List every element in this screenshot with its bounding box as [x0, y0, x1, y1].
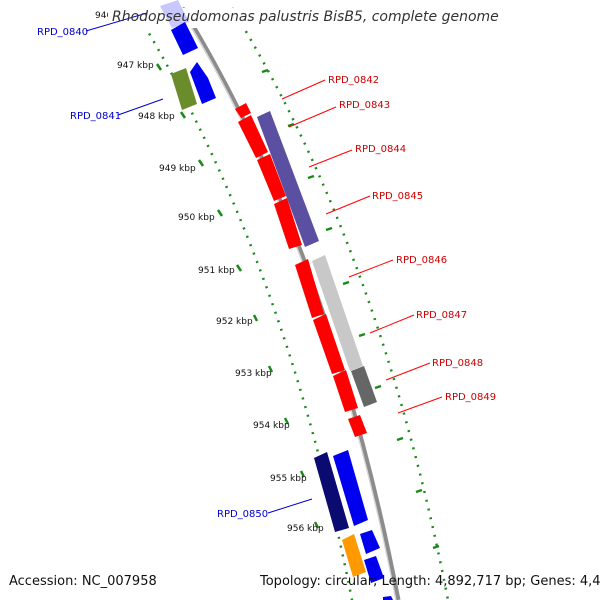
- leader-line-rpd-0845: [325, 195, 371, 215]
- gene-rpd-0846[interactable]: [295, 259, 324, 318]
- gene-label-rpd-0847[interactable]: RPD_0847: [416, 310, 467, 321]
- scale-label: 950 kbp: [178, 213, 215, 223]
- scale-label: 952 kbp: [216, 317, 253, 327]
- gene-rpd-0850-navy[interactable]: [314, 452, 349, 532]
- scale-label: 956 kbp: [287, 524, 324, 534]
- gene-label-rpd-0849[interactable]: RPD_0849: [445, 392, 496, 403]
- gene-rpd-0840-light[interactable]: [160, 0, 189, 28]
- scale-label: 953 kbp: [235, 369, 272, 379]
- leader-line-rpd-0844: [308, 149, 353, 168]
- scale-label: 948 kbp: [138, 112, 175, 122]
- leader-line-rpd-0849: [397, 396, 443, 414]
- outer-scale-track: [230, 7, 450, 600]
- leader-line-rpd-0850: [267, 498, 313, 514]
- scale-label: 947 kbp: [117, 61, 154, 71]
- gene-label-rpd-0841[interactable]: RPD_0841: [70, 111, 121, 122]
- inner-major-ticks: [155, 63, 320, 529]
- gene-rpd-0842[interactable]: [235, 103, 251, 118]
- gene-orange[interactable]: [342, 534, 366, 577]
- gene-rpd-0840[interactable]: [171, 22, 198, 55]
- leader-line-rpd-0843: [288, 106, 337, 128]
- gene-purple[interactable]: [257, 111, 319, 247]
- gene-label-rpd-0840[interactable]: RPD_0840: [37, 27, 88, 38]
- gene-rpd-0849[interactable]: [348, 415, 367, 437]
- gene-label-rpd-0842[interactable]: RPD_0842: [328, 75, 379, 86]
- scale-label: 949 kbp: [159, 164, 196, 174]
- gene-rpd-0850-blue[interactable]: [333, 450, 368, 526]
- leader-line-rpd-0846: [348, 259, 394, 278]
- leader-line-rpd-0841: [117, 98, 164, 116]
- scale-label: 955 kbp: [270, 474, 307, 484]
- gene-label-rpd-0845[interactable]: RPD_0845: [372, 191, 423, 202]
- outer-major-ticks: [261, 68, 440, 550]
- gene-label-rpd-0843[interactable]: RPD_0843: [339, 100, 390, 111]
- leader-line-rpd-0848: [385, 362, 431, 381]
- gene-rpd-0841-green[interactable]: [171, 68, 197, 110]
- leader-line-rpd-0842: [281, 79, 326, 100]
- gene-rpd-0848[interactable]: [333, 370, 358, 412]
- gene-label-rpd-0844[interactable]: RPD_0844: [355, 144, 406, 155]
- scale-label: 954 kbp: [253, 421, 290, 431]
- gene-blue-bottom[interactable]: [383, 596, 393, 600]
- accession-text: Accession: NC_007958: [9, 574, 157, 589]
- gene-rpd-0844[interactable]: [257, 154, 286, 201]
- gene-blue-small-2[interactable]: [364, 556, 384, 583]
- gene-light-gray[interactable]: [312, 255, 363, 371]
- gene-rpd-0843[interactable]: [238, 115, 268, 158]
- gene-blue-small[interactable]: [360, 530, 380, 554]
- gene-rpd-0847[interactable]: [313, 314, 345, 374]
- gene-dark-gray[interactable]: [351, 366, 377, 407]
- gene-rpd-0845[interactable]: [274, 198, 302, 249]
- scale-label: 951 kbp: [198, 266, 235, 276]
- genome-summary-text: Topology: circular; Length: 4,892,717 bp…: [260, 574, 600, 589]
- gene-label-rpd-0848[interactable]: RPD_0848: [432, 358, 483, 369]
- leader-line-rpd-0847: [369, 314, 415, 334]
- gene-rpd-0841[interactable]: [190, 62, 216, 104]
- genome-title: Rhodopseudomonas palustris BisB5, comple…: [112, 9, 499, 25]
- leader-line-rpd-0840: [85, 12, 148, 32]
- gene-label-rpd-0850[interactable]: RPD_0850: [217, 509, 268, 520]
- gene-label-rpd-0846[interactable]: RPD_0846: [396, 255, 447, 266]
